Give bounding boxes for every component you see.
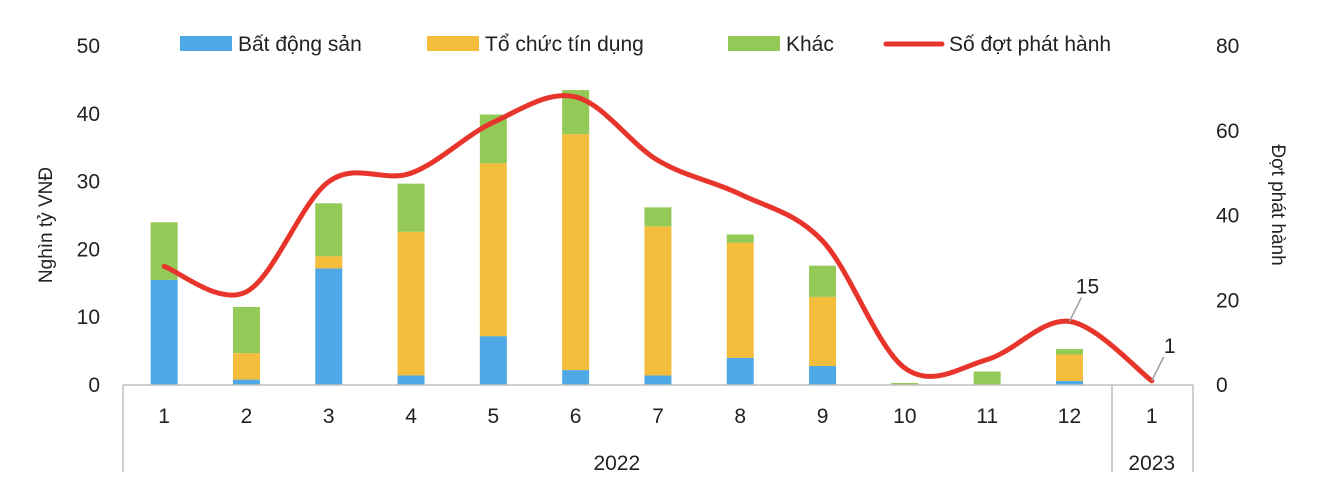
- x-tick-label: 3: [323, 405, 335, 428]
- x-tick-label: 9: [817, 405, 829, 428]
- issuance-line: [161, 93, 1155, 384]
- y2-tick-label: 0: [1216, 374, 1228, 397]
- bar-segment: [809, 296, 837, 367]
- annotation-leader: [1151, 356, 1165, 382]
- annotation-label: 1: [1164, 335, 1176, 358]
- x-tick-label: 8: [734, 405, 746, 428]
- y-tick-label: 10: [77, 306, 100, 329]
- bar-segment: [562, 370, 590, 385]
- bar-segment: [397, 183, 425, 232]
- x-tick-label: 10: [893, 405, 916, 428]
- y-tick-label: 50: [77, 35, 100, 58]
- bar-segment: [726, 234, 754, 243]
- bar-segment: [150, 279, 178, 385]
- y-tick-label: 40: [77, 103, 100, 126]
- x-axis-ticks: 1 2 3 4 5 6 7 8 9 10 11 12 1: [158, 405, 1157, 428]
- bar-segment: [644, 226, 672, 376]
- bars: [150, 90, 1083, 385]
- y-axis-label: Nghìn tỷ VNĐ: [36, 167, 57, 283]
- bar-segment: [232, 353, 260, 380]
- y-tick-label: 20: [77, 238, 100, 261]
- bar-segment: [315, 203, 343, 257]
- bar-segment: [315, 268, 343, 385]
- bar-segment: [562, 134, 590, 371]
- bar-segment: [644, 207, 672, 227]
- bar-segment: [479, 336, 507, 385]
- y-tick-label: 0: [88, 374, 100, 397]
- x-tick-label: 1: [158, 405, 170, 428]
- x-tick-label: 2: [241, 405, 253, 428]
- legend-item: Khác: [728, 33, 834, 56]
- bar-segment: [397, 375, 425, 385]
- bar-segment: [973, 371, 1001, 385]
- legend: Bất động sản Tổ chức tín dụng Khác Số đợt p…: [180, 33, 1111, 56]
- bar-segment: [232, 307, 260, 354]
- bar-segment: [315, 256, 343, 269]
- bar-segment: [809, 265, 837, 297]
- x-tick-label: 4: [405, 405, 417, 428]
- y2-tick-label: 60: [1216, 120, 1239, 143]
- annotation-label: 15: [1076, 275, 1099, 298]
- legend-item: Bất động sản: [180, 33, 362, 56]
- bar-segment: [891, 382, 919, 385]
- legend-swatch: [180, 36, 232, 51]
- x-tick-label: 11: [976, 405, 998, 428]
- bar-segment: [232, 379, 260, 385]
- y2-tick-label: 80: [1216, 35, 1239, 58]
- bar-segment: [397, 231, 425, 376]
- year-label: 2022: [593, 452, 640, 475]
- year-label: 2023: [1128, 452, 1175, 475]
- x-axis-groups: 2022 2023: [593, 452, 1175, 475]
- x-tick-label: 5: [488, 405, 500, 428]
- legend-item: Tổ chức tín dụng: [427, 33, 644, 56]
- bar-segment: [726, 242, 754, 358]
- x-tick-label: 12: [1058, 405, 1081, 428]
- y2-tick-label: 40: [1216, 205, 1239, 228]
- bar-segment: [1055, 349, 1083, 355]
- bar-segment: [726, 357, 754, 385]
- annotation-leader: [1068, 297, 1083, 322]
- issuance-line-path: [161, 93, 1155, 384]
- x-tick-label: 7: [652, 405, 664, 428]
- y-axis-ticks: 0 10 20 30 40 50: [77, 35, 100, 397]
- y2-tick-label: 20: [1216, 289, 1239, 312]
- x-tick-label: 6: [570, 405, 582, 428]
- legend-swatch: [427, 36, 479, 51]
- legend-label: Tổ chức tín dụng: [485, 33, 644, 56]
- legend-label: Bất động sản: [238, 33, 362, 56]
- annotations: 15 1: [1068, 275, 1176, 382]
- y2-axis-label: Đợt phát hành: [1267, 144, 1288, 265]
- bar-segment: [809, 366, 837, 385]
- legend-label: Số đợt phát hành: [949, 33, 1111, 56]
- y-tick-label: 30: [77, 171, 100, 194]
- bar-segment: [644, 375, 672, 385]
- bar-segment: [1055, 354, 1083, 381]
- bar-segment: [1055, 380, 1083, 385]
- x-tick-label: 1: [1146, 405, 1158, 428]
- bar-segment: [479, 163, 507, 337]
- category-axis: [122, 384, 1194, 472]
- legend-item: Số đợt phát hành: [883, 33, 1111, 56]
- y2-axis-ticks: 0 20 40 60 80: [1216, 35, 1239, 397]
- legend-label: Khác: [786, 33, 834, 56]
- legend-swatch: [728, 36, 780, 51]
